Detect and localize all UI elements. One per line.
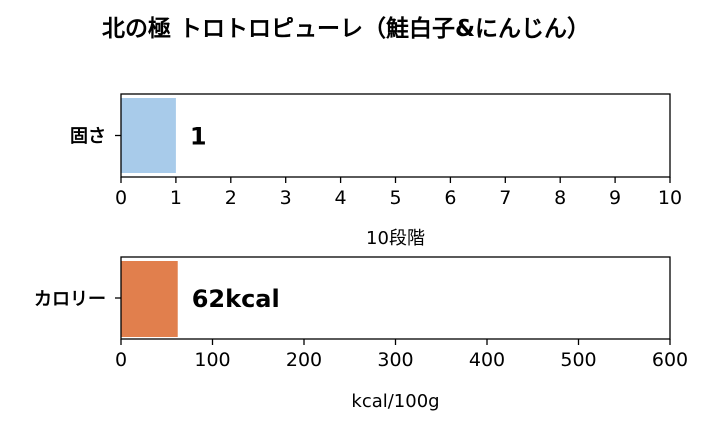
hardness-x-tick-label: 4 [335, 187, 347, 209]
hardness-panel: 固さ 1 0 1 2 3 4 5 6 7 8 9 10 10段階 [70, 93, 682, 249]
calorie-x-tick-label: 400 [469, 349, 505, 371]
hardness-x-tick-label: 10 [658, 187, 682, 209]
hardness-category-label: 固さ [70, 126, 106, 147]
calorie-bar [121, 261, 178, 337]
calorie-x-axis: 0 100 200 300 400 500 600 [115, 339, 688, 371]
hardness-x-tick-label: 2 [225, 187, 237, 209]
hardness-data-label: 1 [190, 123, 207, 151]
calorie-x-tick-label: 300 [377, 349, 413, 371]
calorie-x-tick-label: 100 [194, 349, 230, 371]
hardness-x-tick-label: 3 [280, 187, 292, 209]
calorie-x-tick-label: 500 [560, 349, 596, 371]
hardness-bar [121, 98, 176, 173]
hardness-x-tick-label: 0 [115, 187, 127, 209]
calorie-category-label: カロリー [34, 289, 106, 310]
hardness-x-tick-label: 6 [444, 187, 456, 209]
calorie-x-tick-label: 0 [115, 349, 127, 371]
hardness-x-axis-label: 10段階 [366, 228, 425, 249]
hardness-x-tick-label: 5 [389, 187, 401, 209]
calorie-x-tick-label: 600 [652, 349, 688, 371]
hardness-x-tick-label: 1 [170, 187, 182, 209]
calorie-x-tick-label: 200 [286, 349, 322, 371]
calorie-panel: カロリー 62kcal 0 100 200 300 400 500 600 kcal/100… [34, 256, 688, 412]
hardness-x-tick-label: 7 [499, 187, 511, 209]
calorie-x-axis-label: kcal/100g [351, 391, 439, 412]
hardness-x-axis: 0 1 2 3 4 5 6 7 8 9 10 [115, 177, 682, 209]
calorie-data-label: 62kcal [192, 285, 280, 313]
chart-title: 北の極 トロトロピューレ（鮭白子&にんじん） [102, 15, 590, 42]
hardness-x-tick-label: 9 [609, 187, 621, 209]
hardness-x-tick-label: 8 [554, 187, 566, 209]
